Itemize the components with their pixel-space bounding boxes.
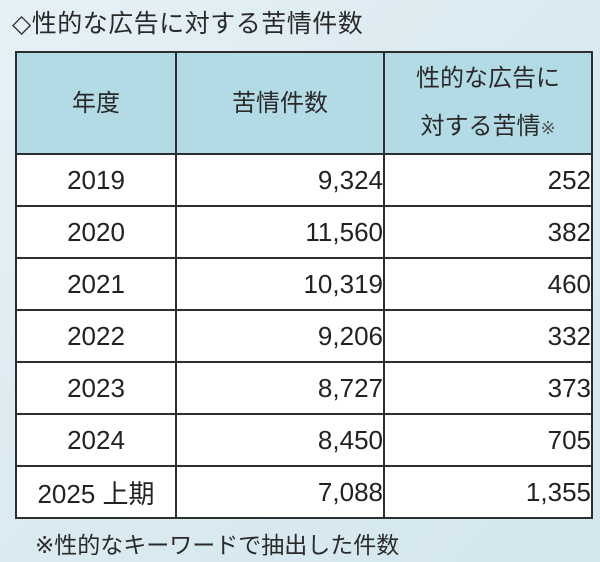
table-row: 2019 9,324 252	[15, 153, 593, 207]
table-row: 2020 11,560 382	[15, 205, 593, 259]
header-sexual-ad-line2: 対する苦情※	[385, 102, 591, 153]
header-sexual-ad-complaints: 性的な広告に 対する苦情※	[383, 51, 593, 155]
table-row: 2024 8,450 705	[15, 413, 593, 467]
cell-year: 2022	[15, 309, 177, 363]
footnote: ※性的なキーワードで抽出した件数	[35, 533, 400, 559]
cell-sexual-ad: 382	[383, 205, 593, 259]
cell-complaints: 9,324	[175, 153, 385, 207]
reference-mark: ※	[540, 117, 556, 139]
cell-complaints: 8,727	[175, 361, 385, 415]
table-row: 2022 9,206 332	[15, 309, 593, 363]
header-sexual-ad-line2-text: 対する苦情	[420, 111, 541, 140]
cell-year: 2020	[15, 205, 177, 259]
complaints-table: 年度 苦情件数 性的な広告に 対する苦情※ 2019 9,324 252 202…	[15, 51, 593, 519]
header-complaints: 苦情件数	[175, 51, 385, 155]
cell-complaints: 10,319	[175, 257, 385, 311]
cell-sexual-ad: 252	[383, 153, 593, 207]
cell-sexual-ad: 373	[383, 361, 593, 415]
cell-year: 2023	[15, 361, 177, 415]
cell-year: 2021	[15, 257, 177, 311]
table-header-row: 年度 苦情件数 性的な広告に 対する苦情※	[15, 51, 593, 155]
table-row: 2021 10,319 460	[15, 257, 593, 311]
cell-complaints: 9,206	[175, 309, 385, 363]
header-sexual-ad-line1: 性的な広告に	[416, 63, 560, 92]
page-title: ◇性的な広告に対する苦情件数	[12, 9, 364, 38]
cell-sexual-ad: 332	[383, 309, 593, 363]
header-year: 年度	[15, 51, 177, 155]
cell-year: 2019	[15, 153, 177, 207]
cell-year: 2024	[15, 413, 177, 467]
cell-complaints: 8,450	[175, 413, 385, 467]
cell-year: 2025 上期	[15, 465, 177, 519]
table-row: 2025 上期 7,088 1,355	[15, 465, 593, 519]
cell-sexual-ad: 705	[383, 413, 593, 467]
cell-sexual-ad: 1,355	[383, 465, 593, 519]
cell-sexual-ad: 460	[383, 257, 593, 311]
cell-complaints: 7,088	[175, 465, 385, 519]
table-row: 2023 8,727 373	[15, 361, 593, 415]
cell-complaints: 11,560	[175, 205, 385, 259]
